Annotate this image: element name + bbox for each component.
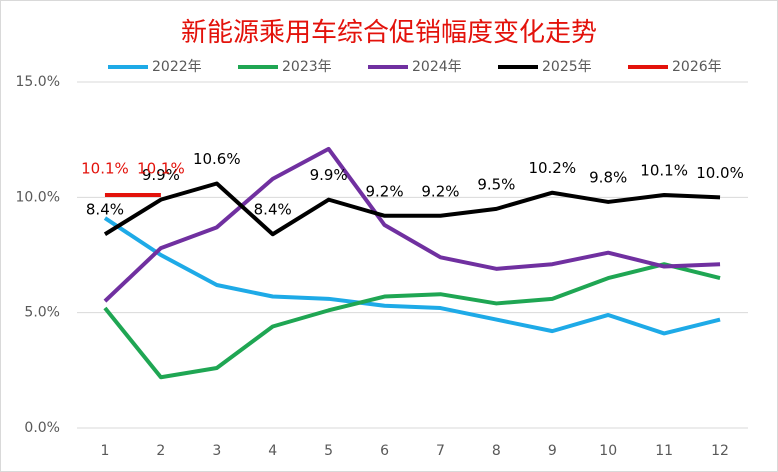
x-tick-label: 1 (100, 443, 109, 459)
y-tick-label: 10.0% (16, 189, 60, 205)
x-tick-label: 5 (324, 443, 333, 459)
x-tick-label: 10 (599, 443, 617, 459)
legend-label: 2024年 (412, 59, 462, 75)
x-tick-label: 8 (492, 443, 501, 459)
chart-title: 新能源乘用车综合促销幅度变化走势 (181, 18, 597, 48)
x-tick-label: 7 (436, 443, 445, 459)
legend-label: 2023年 (282, 59, 332, 75)
data-label: 9.5% (477, 175, 515, 193)
series-line (103, 181, 721, 237)
x-tick-label: 12 (711, 443, 729, 459)
x-tick-label: 4 (268, 443, 277, 459)
data-label: 9.2% (365, 182, 403, 200)
x-tick-label: 9 (548, 443, 557, 459)
x-tick-label: 2 (156, 443, 165, 459)
data-label: 9.9% (142, 166, 180, 184)
x-tick-label: 11 (655, 443, 673, 459)
legend-label: 2025年 (542, 59, 592, 75)
y-tick-label: 5.0% (24, 305, 60, 321)
data-label: 9.2% (421, 182, 459, 200)
data-label: 10.6% (193, 150, 241, 168)
data-label: 10.2% (528, 159, 576, 177)
y-tick-label: 0.0% (24, 420, 60, 436)
data-label: 8.4% (86, 201, 124, 219)
legend-label: 2026年 (672, 59, 722, 75)
data-label: 9.8% (589, 168, 627, 186)
x-tick-label: 6 (380, 443, 389, 459)
data-label: 10.0% (696, 164, 744, 182)
data-label: 10.1% (137, 160, 185, 178)
data-label: 10.1% (81, 160, 129, 178)
x-tick-label: 3 (212, 443, 221, 459)
data-label: 9.9% (310, 166, 348, 184)
data-label: 10.1% (640, 162, 688, 180)
series-line (103, 216, 721, 336)
series-line (103, 146, 721, 303)
legend-label: 2022年 (152, 59, 202, 75)
y-tick-label: 15.0% (16, 74, 60, 90)
series-line (103, 262, 721, 380)
data-label: 8.4% (254, 201, 292, 219)
